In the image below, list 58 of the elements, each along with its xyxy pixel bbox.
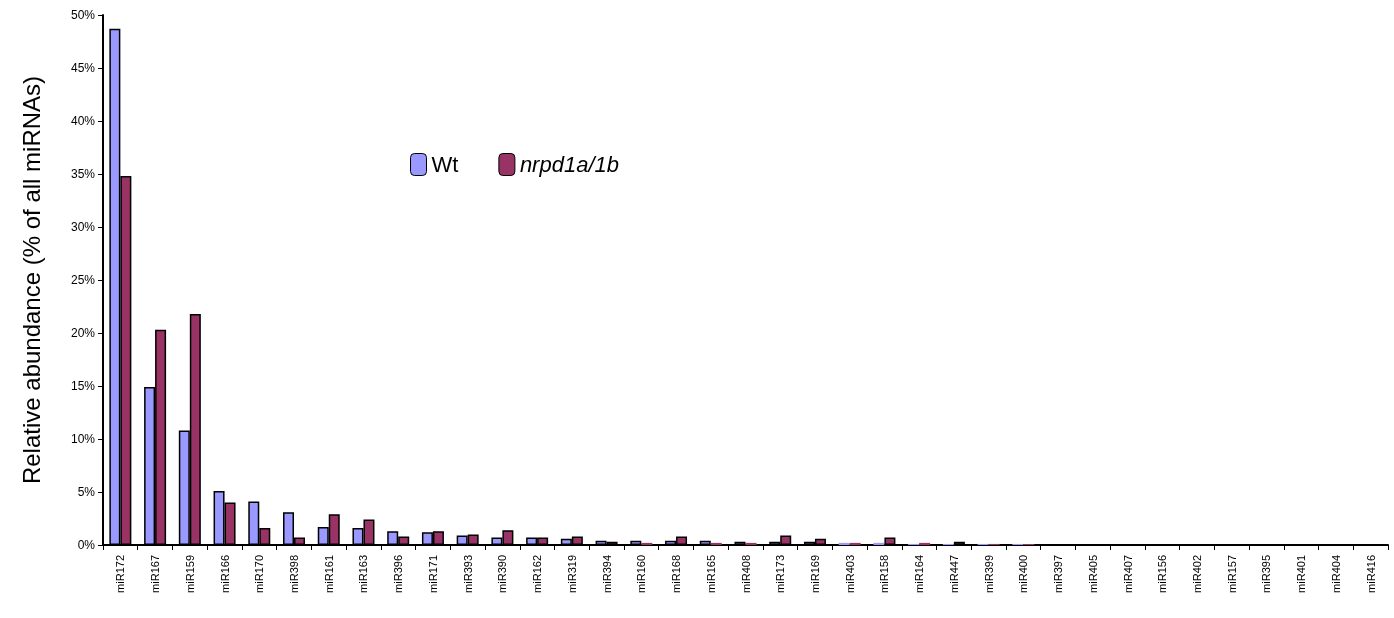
x-tick-label: miR393: [461, 555, 474, 593]
x-tick-label: miR164: [913, 555, 926, 593]
y-tick-label: 5%: [77, 485, 96, 499]
bar: [873, 542, 885, 545]
y-tick-label: 25%: [70, 273, 96, 287]
x-tick-label: miR395: [1260, 555, 1273, 593]
bar: [849, 542, 861, 545]
bar: [641, 542, 653, 545]
x-tick-label: miR167: [149, 555, 162, 593]
x-tick-label: miR173: [774, 555, 787, 593]
x-tick-label: miR408: [739, 555, 752, 593]
x-tick-label: miR402: [1190, 555, 1203, 593]
x-tick-label: miR170: [253, 555, 266, 593]
x-tick-label: miR160: [635, 555, 648, 593]
y-tick-label: 15%: [70, 379, 96, 393]
x-tick-label: miR158: [878, 555, 891, 593]
x-tick-label: miR166: [218, 555, 231, 593]
bar: [919, 542, 931, 545]
legend-label: nrpd1a/1b: [519, 152, 619, 177]
x-tick-label: miR401: [1295, 555, 1308, 593]
x-tick-label: miR407: [1121, 555, 1134, 593]
x-tick-label: miR172: [114, 555, 127, 593]
x-tick-label: miR405: [1086, 555, 1099, 593]
y-tick-label: 35%: [70, 167, 96, 181]
y-tick-label: 0%: [77, 538, 96, 552]
x-tick-label: miR157: [1225, 555, 1238, 593]
y-tick-label: 10%: [70, 432, 96, 446]
x-tick-label: miR403: [843, 555, 856, 593]
y-tick-label: 50%: [70, 8, 96, 22]
x-tick-label: miR156: [1156, 555, 1169, 593]
x-tick-label: miR161: [322, 555, 335, 593]
legend-label: Wt: [431, 152, 459, 177]
x-tick-label: miR169: [808, 555, 821, 593]
x-tick-label: miR404: [1329, 555, 1342, 593]
x-tick-label: miR390: [496, 555, 509, 593]
x-tick-label: miR319: [565, 555, 578, 593]
x-tick-label: miR162: [531, 555, 544, 593]
x-tick-label: miR399: [982, 555, 995, 593]
y-axis-title: Relative abundance (% of all miRNAs): [17, 75, 45, 485]
x-tick-label: miR168: [670, 555, 683, 593]
bar: [710, 542, 722, 545]
x-tick-label: miR165: [704, 555, 717, 593]
y-tick-label: 30%: [70, 220, 96, 234]
bar: [838, 542, 850, 545]
y-tick-label: 40%: [70, 114, 96, 128]
x-tick-label: miR396: [392, 555, 405, 593]
x-tick-label: miR397: [1052, 555, 1065, 593]
x-tick-label: miR447: [947, 555, 960, 593]
x-tick-label: miR416: [1364, 555, 1377, 593]
x-tick-label: miR163: [357, 555, 370, 593]
y-tick-label: 45%: [70, 61, 96, 75]
bar: [745, 542, 757, 545]
x-tick-label: miR398: [288, 555, 301, 593]
x-tick-label: miR171: [426, 555, 439, 593]
y-tick-label: 20%: [70, 326, 96, 340]
x-tick-label: miR394: [600, 555, 613, 593]
x-tick-label: miR400: [1017, 555, 1030, 593]
x-tick-label: miR159: [183, 555, 196, 593]
